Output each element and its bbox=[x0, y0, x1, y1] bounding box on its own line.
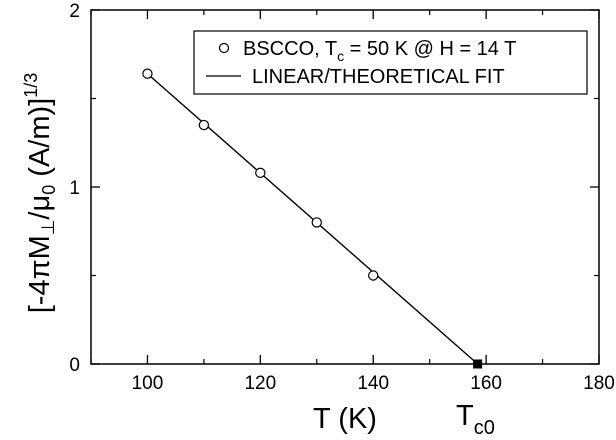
x-tick-label: 100 bbox=[132, 373, 164, 394]
y-axis-title: [-4πM⊥/μ0 (A/m)]1/3 bbox=[21, 73, 59, 314]
y-tick-label: 1 bbox=[69, 178, 80, 199]
y-tick-label: 2 bbox=[69, 1, 80, 22]
legend-scatter-label: BSCCO, Tc = 50 K @ H = 14 T bbox=[243, 38, 516, 64]
annotation-layer bbox=[473, 359, 483, 369]
x-tick-label: 120 bbox=[244, 373, 276, 394]
x-tick-label: 180 bbox=[583, 373, 615, 394]
data-point bbox=[198, 119, 210, 131]
data-point bbox=[255, 167, 266, 179]
data-point bbox=[368, 270, 379, 281]
data-point bbox=[142, 68, 153, 79]
data-point bbox=[311, 217, 322, 228]
fit-line bbox=[146, 73, 479, 365]
legend-box bbox=[193, 30, 588, 95]
legend-line-label: LINEAR/THEORETICAL FIT bbox=[252, 66, 505, 88]
x-tick-label: 140 bbox=[357, 373, 389, 394]
x-tick-label: 160 bbox=[470, 373, 502, 394]
ticks bbox=[90, 9, 600, 365]
x-axis-title: T (K) bbox=[313, 403, 377, 435]
data-points bbox=[142, 68, 379, 281]
legend-circle-marker bbox=[218, 42, 230, 54]
y-tick-label: 0 bbox=[69, 355, 80, 376]
tc0-marker bbox=[473, 359, 483, 369]
tc0-label: Tc0 bbox=[456, 400, 495, 439]
fit-layer bbox=[146, 73, 479, 365]
legend: BSCCO, Tc = 50 K @ H = 14 T LINEAR/THEOR… bbox=[193, 30, 588, 95]
tick-labels: 100 120 140 160 180 0 1 2 bbox=[69, 1, 614, 394]
